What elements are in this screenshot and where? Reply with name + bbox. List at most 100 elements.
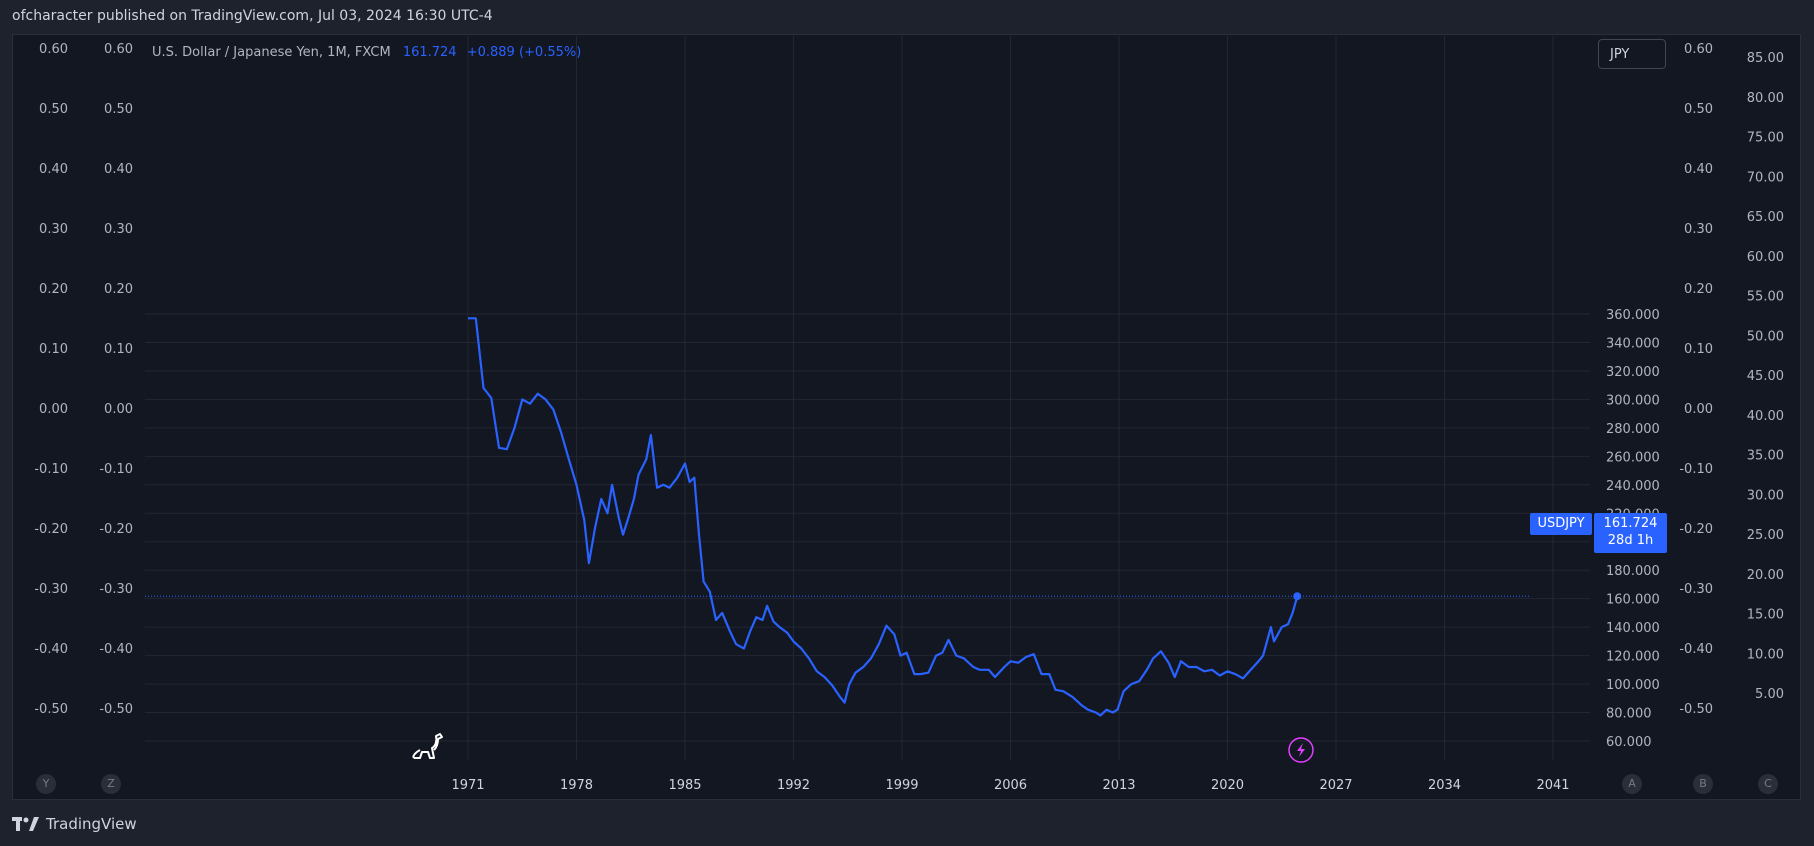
right-outer-scale-label: 50.00 bbox=[1747, 329, 1784, 344]
left-scale-label: 0.40 bbox=[104, 162, 133, 177]
scale-button-a[interactable]: A bbox=[1622, 774, 1642, 794]
right-inner-scale-label: 0.10 bbox=[1684, 342, 1713, 357]
legend-change: +0.889 (+0.55%) bbox=[466, 45, 582, 60]
chart-frame[interactable] bbox=[12, 34, 1801, 800]
left-scale-label: -0.40 bbox=[34, 642, 68, 657]
left-scale-label: 0.10 bbox=[39, 342, 68, 357]
lightning-icon[interactable] bbox=[1288, 737, 1314, 763]
x-tick-label: 2006 bbox=[994, 778, 1027, 793]
left-scale-label: 0.20 bbox=[104, 282, 133, 297]
x-tick-label: 1992 bbox=[777, 778, 810, 793]
left-scale-label: -0.10 bbox=[34, 462, 68, 477]
left-scale-label: 0.50 bbox=[104, 102, 133, 117]
dino-icon[interactable] bbox=[412, 733, 443, 759]
left-scale-label: -0.20 bbox=[34, 522, 68, 537]
grid bbox=[145, 36, 1590, 760]
y-tick-label: 60.000 bbox=[1606, 735, 1652, 750]
right-inner-scale-label: 0.30 bbox=[1684, 222, 1713, 237]
right-outer-scale-label: 30.00 bbox=[1747, 488, 1784, 503]
left-scale-label: -0.10 bbox=[99, 462, 133, 477]
left-scale-label: 0.00 bbox=[39, 402, 68, 417]
left-scale-label: 0.50 bbox=[39, 102, 68, 117]
right-inner-scale-label: 0.00 bbox=[1684, 402, 1713, 417]
brand-name: TradingView bbox=[46, 815, 137, 833]
bar-countdown: 28d 1h bbox=[1607, 533, 1654, 548]
left-scale-label: 0.10 bbox=[104, 342, 133, 357]
brand[interactable]: TradingView bbox=[12, 815, 137, 833]
right-inner-scale-label: 0.40 bbox=[1684, 162, 1713, 177]
right-outer-scale-label: 75.00 bbox=[1747, 131, 1784, 146]
y-tick-label: 80.000 bbox=[1606, 707, 1652, 722]
y-tick-label: 120.000 bbox=[1606, 650, 1660, 665]
right-outer-scale-label: 15.00 bbox=[1747, 608, 1784, 623]
y-axis-right-labels: 0.60 0.50 0.40 0.30 0.20 0.10 0.00 -0.10 -0.20 -0… bbox=[1679, 42, 1784, 717]
right-inner-scale-label: -0.10 bbox=[1679, 462, 1713, 477]
scale-button-c[interactable]: C bbox=[1758, 774, 1778, 794]
left-scale-label: 0.60 bbox=[104, 42, 133, 57]
left-scale-label: 0.40 bbox=[39, 162, 68, 177]
y-axis-left-labels: 0.60 0.60 0.50 0.50 0.40 0.40 0.30 0.30 0.20 0.20… bbox=[34, 42, 133, 717]
right-inner-scale-label: 0.50 bbox=[1684, 102, 1713, 117]
left-scale-label: -0.50 bbox=[99, 702, 133, 717]
left-scale-label: 0.20 bbox=[39, 282, 68, 297]
right-inner-scale-label: -0.20 bbox=[1679, 522, 1713, 537]
left-scale-label: -0.40 bbox=[99, 642, 133, 657]
chart-legend: U.S. Dollar / Japanese Yen, 1M, FXCM 161… bbox=[152, 45, 581, 60]
y-tick-label: 260.000 bbox=[1606, 450, 1660, 465]
right-outer-scale-label: 25.00 bbox=[1747, 528, 1784, 543]
x-tick-label: 2027 bbox=[1319, 778, 1352, 793]
y-tick-label: 160.000 bbox=[1606, 593, 1660, 608]
left-scale-label: 0.00 bbox=[104, 402, 133, 417]
legend-last-value: 161.724 bbox=[402, 45, 457, 60]
right-outer-scale-label: 60.00 bbox=[1747, 250, 1784, 265]
right-inner-scale-label: 0.20 bbox=[1684, 282, 1713, 297]
x-axis-labels: 1971 1978 1985 1992 1999 2006 2013 2020 2027 2034… bbox=[451, 778, 1569, 793]
last-point bbox=[1293, 592, 1302, 601]
right-outer-scale-label: 65.00 bbox=[1747, 210, 1784, 225]
left-scale-label: 0.60 bbox=[39, 42, 68, 57]
right-outer-scale-label: 70.00 bbox=[1747, 170, 1784, 185]
series-line-usdjpy bbox=[468, 317, 1299, 717]
tradingview-logo-icon bbox=[12, 817, 39, 831]
x-tick-label: 2041 bbox=[1536, 778, 1569, 793]
last-price-value: 161.724 bbox=[1603, 516, 1658, 531]
symbol-price-tag: USDJPY bbox=[1530, 513, 1592, 535]
y-tick-label: 320.000 bbox=[1606, 365, 1660, 380]
left-scale-label: 0.30 bbox=[39, 222, 68, 237]
right-inner-scale-label: 0.60 bbox=[1684, 42, 1713, 57]
currency-button[interactable]: JPY bbox=[1598, 39, 1666, 69]
left-scale-label: -0.30 bbox=[99, 582, 133, 597]
last-price-tag: 161.724 28d 1h bbox=[1594, 513, 1667, 553]
right-outer-scale-label: 10.00 bbox=[1747, 647, 1784, 662]
y-tick-label: 140.000 bbox=[1606, 621, 1660, 636]
right-outer-scale-label: 20.00 bbox=[1747, 568, 1784, 583]
right-inner-scale-label: -0.40 bbox=[1679, 642, 1713, 657]
y-tick-label: 240.000 bbox=[1606, 479, 1660, 494]
right-inner-scale-label: -0.50 bbox=[1679, 702, 1713, 717]
y-tick-label: 180.000 bbox=[1606, 564, 1660, 579]
right-outer-scale-label: 80.00 bbox=[1747, 91, 1784, 106]
left-scale-label: -0.20 bbox=[99, 522, 133, 537]
scale-button-y[interactable]: Y bbox=[36, 774, 56, 794]
x-tick-label: 2034 bbox=[1428, 778, 1461, 793]
y-tick-label: 300.000 bbox=[1606, 393, 1660, 408]
right-outer-scale-label: 45.00 bbox=[1747, 369, 1784, 384]
right-outer-scale-label: 85.00 bbox=[1747, 51, 1784, 66]
x-tick-label: 2013 bbox=[1102, 778, 1135, 793]
legend-symbol: U.S. Dollar / Japanese Yen, 1M, FXCM bbox=[152, 45, 391, 60]
x-tick-label: 1999 bbox=[885, 778, 918, 793]
right-outer-scale-label: 55.00 bbox=[1747, 290, 1784, 305]
y-tick-label: 280.000 bbox=[1606, 422, 1660, 437]
x-tick-label: 2020 bbox=[1211, 778, 1244, 793]
publisher-line: ofcharacter published on TradingView.com… bbox=[12, 8, 493, 24]
scale-button-z[interactable]: Z bbox=[101, 774, 121, 794]
left-scale-label: -0.30 bbox=[34, 582, 68, 597]
y-tick-label: 100.000 bbox=[1606, 678, 1660, 693]
right-inner-scale-label: -0.30 bbox=[1679, 582, 1713, 597]
left-scale-label: 0.30 bbox=[104, 222, 133, 237]
right-outer-scale-label: 40.00 bbox=[1747, 409, 1784, 424]
scale-button-b[interactable]: B bbox=[1693, 774, 1713, 794]
right-outer-scale-label: 5.00 bbox=[1755, 687, 1784, 702]
x-tick-label: 1978 bbox=[560, 778, 593, 793]
